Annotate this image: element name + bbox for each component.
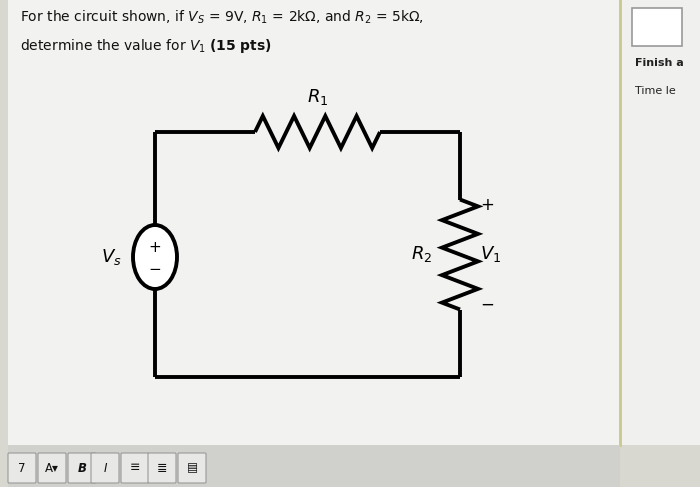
Text: Time le: Time le xyxy=(635,86,675,96)
FancyBboxPatch shape xyxy=(148,453,176,483)
FancyBboxPatch shape xyxy=(8,445,620,487)
FancyBboxPatch shape xyxy=(121,453,149,483)
FancyBboxPatch shape xyxy=(620,0,700,445)
Text: −: − xyxy=(148,262,162,278)
FancyBboxPatch shape xyxy=(38,453,66,483)
FancyBboxPatch shape xyxy=(68,453,96,483)
Ellipse shape xyxy=(133,225,177,289)
Text: For the circuit shown, if $V_S$ = 9V, $R_1$ = 2k$\Omega$, and $R_2$ = 5k$\Omega$: For the circuit shown, if $V_S$ = 9V, $R… xyxy=(20,9,424,26)
Text: ▤: ▤ xyxy=(186,462,197,474)
FancyBboxPatch shape xyxy=(91,453,119,483)
Text: ≡: ≡ xyxy=(130,462,140,474)
FancyBboxPatch shape xyxy=(178,453,206,483)
FancyBboxPatch shape xyxy=(8,453,36,483)
Text: −: − xyxy=(480,296,494,314)
Text: ≣: ≣ xyxy=(157,462,167,474)
Text: +: + xyxy=(148,240,162,255)
Text: $R_1$: $R_1$ xyxy=(307,87,328,107)
Text: $V_1$: $V_1$ xyxy=(480,244,501,264)
Text: 7: 7 xyxy=(18,462,26,474)
Text: determine the value for $V_1$ $\mathbf{(15\ pts)}$: determine the value for $V_1$ $\mathbf{(… xyxy=(20,37,272,55)
Text: $V_s$: $V_s$ xyxy=(101,247,121,267)
FancyBboxPatch shape xyxy=(632,8,682,46)
Text: $R_2$: $R_2$ xyxy=(411,244,432,264)
Text: A▾: A▾ xyxy=(45,462,59,474)
Text: B: B xyxy=(78,462,87,474)
Text: +: + xyxy=(480,195,494,213)
Text: I: I xyxy=(104,462,106,474)
FancyBboxPatch shape xyxy=(8,0,620,445)
Text: Finish a: Finish a xyxy=(635,58,684,68)
